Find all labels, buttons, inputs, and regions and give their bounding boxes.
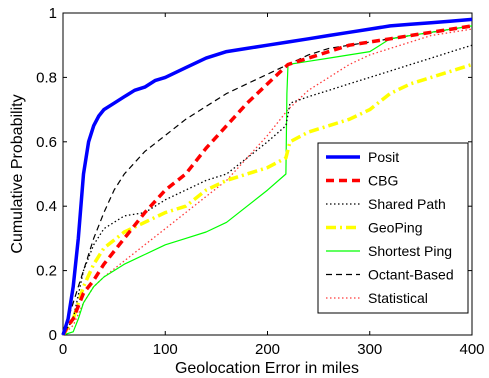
x-tick-label: 400 [459, 341, 484, 358]
legend-label: GeoPing [368, 220, 422, 236]
y-tick-label: 0.4 [36, 198, 57, 215]
y-tick-label: 0.2 [36, 263, 57, 280]
series-line-statistical [62, 28, 473, 336]
y-tick-label: 0.6 [36, 134, 57, 151]
legend-label: Shortest Ping [368, 243, 452, 259]
axis-ticks: 0 100 200 300 400 0 0.2 0.4 0.6 0.8 1 [36, 5, 484, 358]
legend-label: Statistical [368, 290, 428, 306]
legend-label: Octant-Based [368, 267, 454, 283]
legend-box [317, 142, 469, 314]
legend: Posit CBG Shared Path GeoPing Shortest Ping O… [317, 142, 469, 314]
y-tick-label: 1 [49, 5, 57, 22]
x-tick-label: 300 [357, 341, 382, 358]
y-axis-label: Cumulative Probability [9, 94, 26, 253]
x-tick-label: 0 [59, 341, 67, 358]
legend-label: Posit [368, 149, 399, 165]
legend-label: CBG [368, 173, 398, 189]
x-tick-label: 100 [153, 341, 178, 358]
y-tick-label: 0.8 [36, 69, 57, 86]
legend-label: Shared Path [368, 196, 446, 212]
series-line-posit [61, 17, 473, 336]
x-tick-label: 200 [255, 341, 280, 358]
y-tick-label: 0 [49, 327, 57, 344]
x-axis-label: Geolocation Error in miles [175, 360, 359, 377]
series-lines [61, 17, 473, 336]
series-line-geoping [61, 62, 473, 336]
series-line-shared-path [62, 44, 473, 336]
